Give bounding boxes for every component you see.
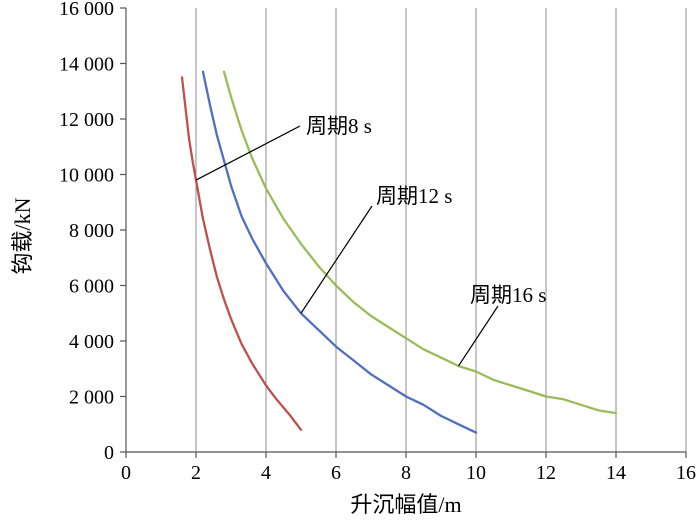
annotation-label-p8: 周期8 s (306, 114, 372, 138)
y-axis-title: 钩载/kN (10, 197, 35, 274)
y-tick-label: 0 (104, 442, 114, 464)
y-tick-label: 4 000 (69, 331, 114, 353)
series-lines (180, 70, 618, 434)
series-line-p8 (180, 76, 303, 431)
series-line-p16 (222, 70, 618, 415)
annotation-leader-p16 (457, 305, 499, 367)
y-tick-label: 2 000 (69, 387, 114, 409)
y-tick-label: 8 000 (69, 220, 114, 242)
annotations: 周期8 s 周期12 s 周期16 s (195, 114, 546, 367)
x-tick-label: 0 (121, 462, 131, 484)
axes (120, 7, 687, 458)
x-tick-labels: 0 2 4 6 8 10 12 14 16 (121, 462, 696, 484)
annotation-label-p16: 周期16 s (470, 283, 546, 307)
annotation-leader-p12 (300, 205, 373, 314)
x-tick-label: 16 (676, 462, 696, 484)
annotation-leader-p8 (195, 125, 301, 181)
y-tick-label: 12 000 (59, 109, 114, 131)
x-tick-label: 10 (466, 462, 486, 484)
x-axis-title: 升沉幅值/m (350, 492, 461, 517)
x-tick-label: 8 (401, 462, 411, 484)
annotation-label-p12: 周期12 s (376, 184, 452, 208)
x-tick-label: 6 (331, 462, 341, 484)
x-tick-label: 4 (261, 462, 271, 484)
x-tick-label: 12 (536, 462, 556, 484)
y-tick-labels: 0 2 000 4 000 6 000 8 000 10 000 12 000 14 000 1… (59, 0, 114, 464)
grid-lines (195, 8, 687, 452)
y-tick-label: 6 000 (69, 276, 114, 298)
x-tick-label: 14 (606, 462, 626, 484)
x-tick-label: 2 (191, 462, 201, 484)
y-tick-label: 10 000 (59, 165, 114, 187)
y-tick-label: 14 000 (59, 54, 114, 76)
y-tick-label: 16 000 (59, 0, 114, 20)
